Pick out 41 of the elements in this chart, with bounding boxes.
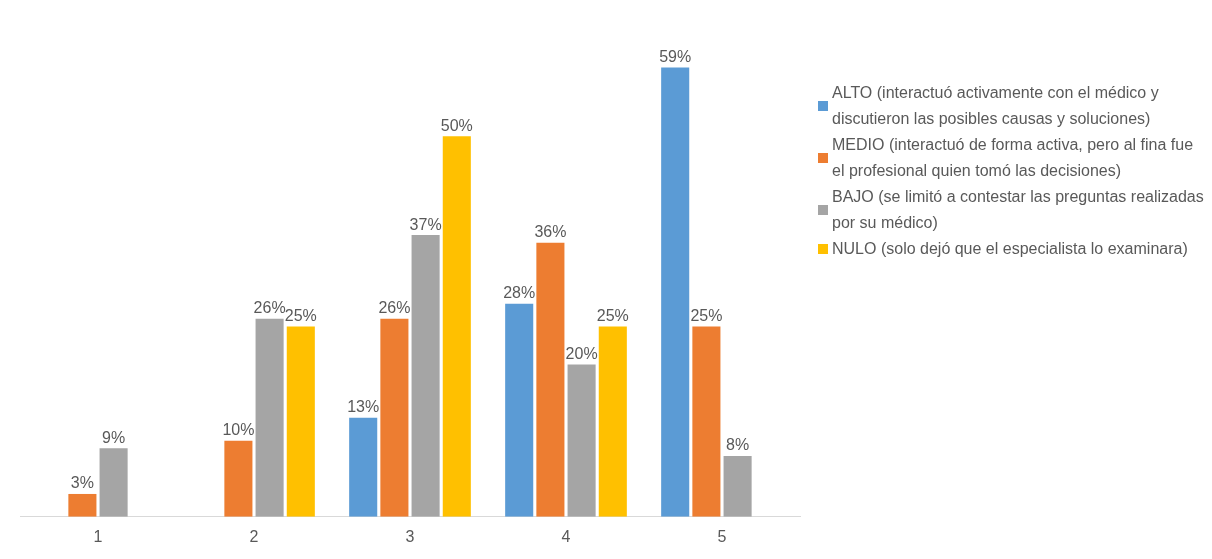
bar xyxy=(442,136,471,517)
data-label: 8% xyxy=(726,436,750,454)
data-label: 59% xyxy=(659,48,692,66)
x-tick-label: 5 xyxy=(717,527,727,545)
bar xyxy=(224,440,253,517)
bar xyxy=(286,326,315,517)
bar xyxy=(692,326,721,517)
legend-label: BAJO (se limitó a contestar las preguntas realizadas por su médico) xyxy=(832,187,1205,233)
bar xyxy=(723,455,752,517)
legend-label: MEDIO (interactuó de forma activa, pero al fina fue el profesional quien tomó las decisiones) xyxy=(832,135,1195,181)
bar xyxy=(349,417,378,517)
bar xyxy=(661,67,690,517)
data-label: 25% xyxy=(596,306,629,324)
bar xyxy=(505,303,534,517)
bar xyxy=(567,364,596,517)
bar xyxy=(99,448,128,517)
bar xyxy=(68,493,97,517)
data-label: 9% xyxy=(102,428,126,446)
bar xyxy=(536,242,565,517)
data-label: 37% xyxy=(409,215,442,233)
bar xyxy=(255,318,284,517)
x-tick-label: 4 xyxy=(561,527,571,545)
data-label: 50% xyxy=(440,116,473,134)
x-tick-label: 1 xyxy=(93,527,103,545)
legend-label: NULO (solo dejó que el especialista lo examinara) xyxy=(832,239,1188,259)
data-label: 26% xyxy=(378,299,411,317)
legend-label: ALTO (interactuó activamente con el médico y discutieron las posibles causas y soluciones) xyxy=(832,83,1160,129)
data-label: 36% xyxy=(534,223,567,241)
bar xyxy=(598,326,627,517)
data-label: 13% xyxy=(347,398,380,416)
data-label: 20% xyxy=(565,344,598,362)
data-label: 26% xyxy=(253,299,286,317)
data-label: 25% xyxy=(284,306,317,324)
x-tick-label: 3 xyxy=(405,527,415,545)
data-label: 25% xyxy=(690,306,723,324)
bar xyxy=(380,318,409,517)
x-tick-label: 2 xyxy=(249,527,259,545)
data-label: 28% xyxy=(503,284,536,302)
data-label: 3% xyxy=(70,474,94,492)
data-label: 10% xyxy=(222,421,255,439)
bar xyxy=(411,235,440,517)
